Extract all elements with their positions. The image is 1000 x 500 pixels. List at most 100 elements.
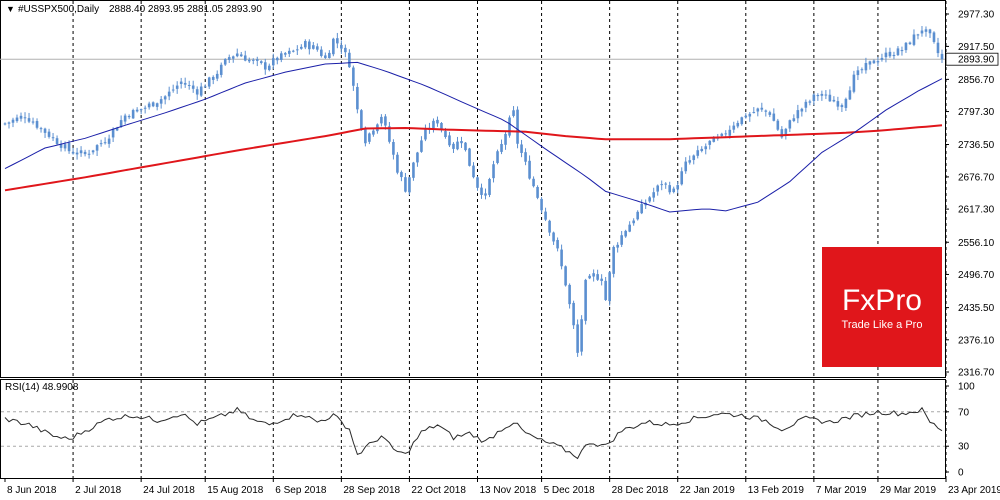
- candle-body: [207, 77, 211, 87]
- candle-body: [748, 113, 752, 117]
- price-tick-label: 2797.30: [958, 107, 995, 118]
- candle-body: [940, 53, 944, 60]
- candle-body: [460, 141, 463, 144]
- candle-body: [167, 91, 171, 97]
- price-tick-label: 2917.50: [958, 42, 995, 53]
- candle-body: [316, 46, 319, 50]
- candle-body: [704, 146, 708, 150]
- candle-body: [320, 49, 323, 56]
- candle-body: [67, 143, 71, 152]
- time-tick-label: 28 Dec 2018: [612, 485, 669, 496]
- candle-body: [588, 275, 591, 279]
- candle-body: [107, 138, 111, 144]
- candle-body: [476, 177, 479, 188]
- candle-body: [123, 115, 127, 122]
- candle-body: [408, 177, 411, 193]
- candle-body: [360, 110, 363, 129]
- rsi-tick-label: 70: [958, 407, 970, 418]
- time-axis: 8 Jun 2018 2 Jul 2018 24 Jul 2018 15 Aug 20…: [4, 478, 1000, 496]
- logo-tagline: Trade Like a Pro: [842, 319, 923, 331]
- candle-body: [936, 42, 940, 54]
- candle-body: [223, 59, 227, 65]
- candle-body: [844, 98, 848, 108]
- candle-body: [900, 50, 904, 52]
- candle-body: [147, 103, 151, 108]
- candle-body: [772, 113, 776, 121]
- candle-body: [892, 54, 896, 57]
- candle-body: [151, 102, 155, 107]
- candle-body: [760, 107, 764, 110]
- candle-body: [656, 185, 659, 192]
- candle-body: [175, 85, 179, 89]
- price-tick-label: 2977.30: [958, 10, 995, 21]
- candle-body: [780, 129, 784, 138]
- logo-box: [822, 247, 942, 367]
- candle-body: [388, 126, 391, 142]
- candle-body: [27, 118, 31, 122]
- candle-body: [111, 128, 115, 138]
- candle-body: [115, 127, 119, 131]
- candle-body: [416, 152, 419, 163]
- candle-body: [904, 42, 908, 51]
- candle-body: [592, 273, 595, 277]
- candle-body: [288, 50, 291, 54]
- candle-body: [380, 116, 383, 124]
- candle-body: [600, 278, 603, 281]
- candle-body: [43, 128, 47, 133]
- candle-body: [724, 133, 728, 135]
- candle-body: [888, 51, 892, 57]
- candle-body: [400, 172, 403, 178]
- time-tick-label: 7 Mar 2019: [816, 485, 867, 496]
- candle-body: [35, 121, 39, 128]
- candles: [3, 26, 944, 357]
- candle-body: [628, 224, 631, 232]
- time-tick-label: 15 Aug 2018: [207, 485, 264, 496]
- candle-body: [91, 150, 95, 153]
- candle-body: [840, 105, 844, 108]
- candle-body: [364, 129, 367, 144]
- candle-body: [255, 59, 259, 61]
- rsi-axis: 100 70 30 0: [945, 382, 975, 479]
- price-tag-box: [945, 52, 999, 66]
- candle-body: [19, 115, 23, 119]
- candle-body: [352, 67, 355, 86]
- candle-body: [912, 34, 916, 45]
- candle-body: [219, 64, 223, 75]
- candle-body: [720, 133, 724, 136]
- candle-body: [788, 120, 792, 129]
- current-price-tag: 2893.90: [945, 52, 999, 66]
- candle-body: [199, 86, 203, 96]
- candle-body: [47, 131, 51, 137]
- candle-body: [812, 94, 816, 102]
- candle-body: [756, 108, 760, 112]
- time-tick-label: 13 Nov 2018: [480, 485, 537, 496]
- candle-body: [564, 266, 567, 286]
- candle-body: [23, 117, 27, 119]
- time-tick-label: 2 Jul 2018: [75, 485, 122, 496]
- candle-body: [684, 161, 688, 172]
- candle-body: [508, 117, 511, 136]
- candle-body: [51, 137, 55, 139]
- time-tick-label: 8 Jun 2018: [7, 485, 57, 496]
- candle-body: [296, 49, 299, 51]
- candle-body: [796, 110, 800, 119]
- candle-body: [275, 57, 279, 61]
- candle-body: [596, 274, 599, 280]
- candle-body: [440, 123, 443, 130]
- price-tick-label: 2676.70: [958, 172, 995, 183]
- candle-body: [648, 197, 651, 202]
- candle-body: [404, 177, 407, 192]
- candle-body: [191, 85, 195, 89]
- candle-body: [99, 143, 103, 145]
- candle-body: [179, 81, 183, 84]
- slow-moving-average: [4, 124, 943, 192]
- candle-body: [340, 45, 343, 49]
- candle-body: [848, 90, 852, 100]
- candle-body: [456, 141, 459, 150]
- candle-body: [540, 198, 543, 211]
- candle-body: [752, 112, 756, 114]
- candle-body: [187, 85, 191, 87]
- candle-body: [211, 76, 215, 80]
- main-panel-frame: [0, 0, 946, 378]
